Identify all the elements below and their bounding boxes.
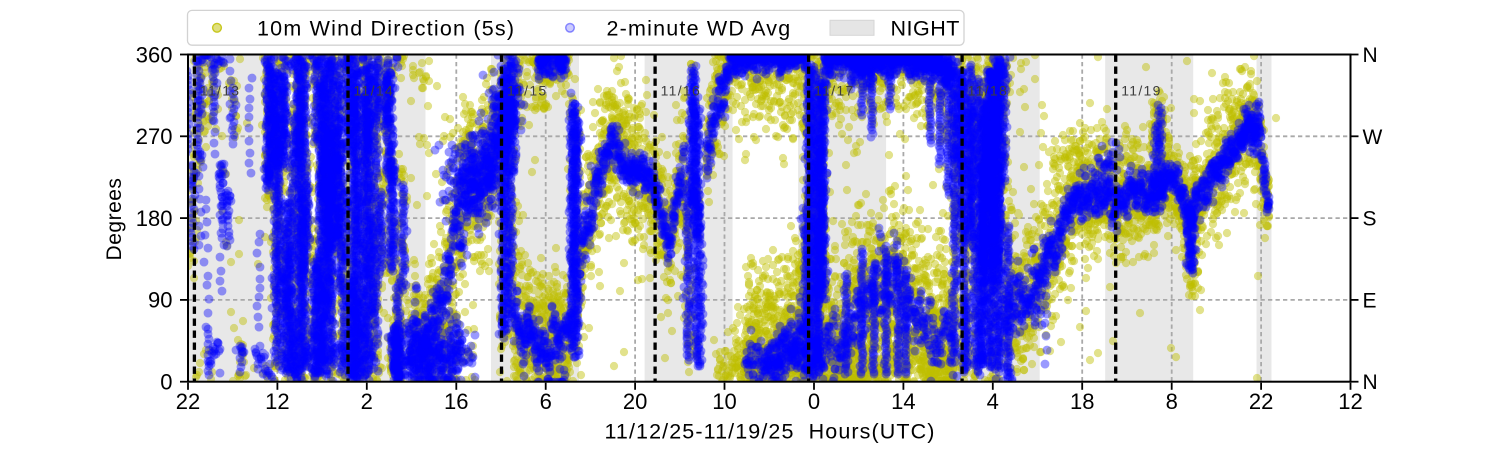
svg-text:360: 360	[136, 42, 173, 67]
svg-text:270: 270	[136, 124, 173, 149]
svg-text:2-minute WD Avg: 2-minute WD Avg	[607, 16, 792, 40]
svg-text:10: 10	[712, 389, 736, 414]
svg-text:0: 0	[808, 389, 820, 414]
svg-text:11/15: 11/15	[507, 83, 548, 99]
svg-text:12: 12	[1338, 389, 1362, 414]
svg-text:10m Wind Direction (5s): 10m Wind Direction (5s)	[257, 16, 515, 40]
svg-text:16: 16	[444, 389, 468, 414]
svg-text:11/13: 11/13	[200, 83, 241, 99]
svg-text:14: 14	[891, 389, 915, 414]
svg-text:11/14: 11/14	[354, 83, 395, 99]
svg-text:20: 20	[623, 389, 647, 414]
svg-text:S: S	[1363, 208, 1377, 231]
svg-text:Degrees: Degrees	[103, 178, 126, 261]
svg-text:8: 8	[1166, 389, 1178, 414]
svg-text:180: 180	[136, 206, 173, 231]
svg-text:N: N	[1363, 44, 1378, 67]
svg-text:W: W	[1363, 126, 1383, 149]
svg-text:4: 4	[987, 389, 999, 414]
svg-text:12: 12	[265, 389, 289, 414]
svg-text:N: N	[1363, 371, 1378, 394]
svg-text:18: 18	[1070, 389, 1094, 414]
svg-text:90: 90	[148, 288, 172, 313]
svg-text:0: 0	[160, 370, 172, 395]
svg-text:11/16: 11/16	[661, 83, 702, 99]
svg-text:E: E	[1363, 289, 1377, 312]
svg-text:11/17: 11/17	[814, 83, 855, 99]
svg-text:2: 2	[361, 389, 373, 414]
svg-text:11/18: 11/18	[968, 83, 1009, 99]
svg-text:22: 22	[1249, 389, 1273, 414]
svg-text:6: 6	[540, 389, 552, 414]
svg-text:11/12/25-11/19/25 Hours(UTC): 11/12/25-11/19/25 Hours(UTC)	[604, 420, 935, 444]
svg-text:22: 22	[176, 389, 200, 414]
svg-text:NIGHT: NIGHT	[891, 16, 960, 40]
svg-text:11/19: 11/19	[1121, 83, 1162, 99]
